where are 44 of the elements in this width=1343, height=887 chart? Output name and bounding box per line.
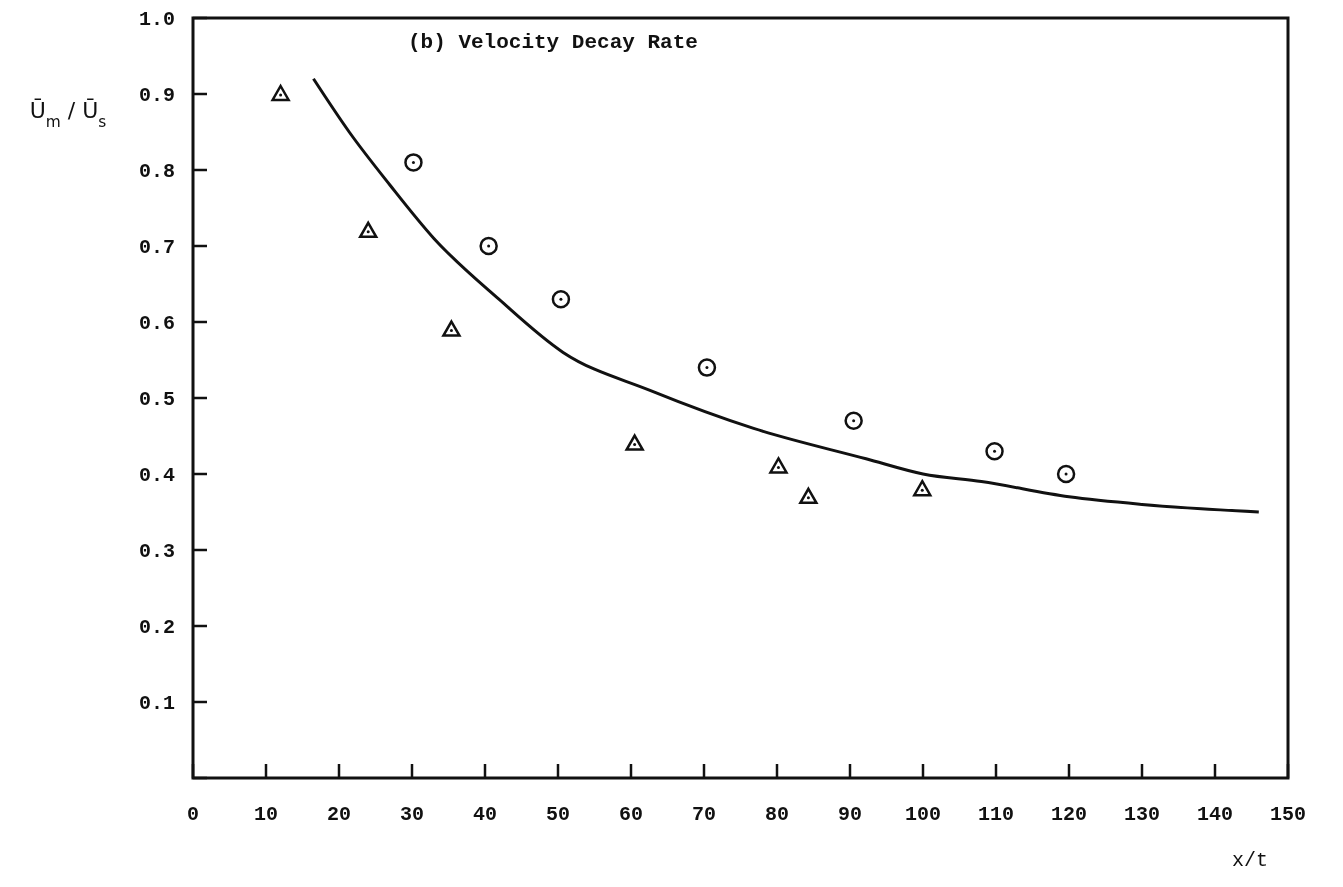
point [1056, 464, 1076, 484]
point [551, 289, 571, 309]
point [985, 441, 1004, 461]
point [844, 411, 863, 431]
x-tick-label: 110 [977, 803, 1015, 826]
x-tick-label: 0 [186, 803, 200, 826]
y-tick-label: 0.4 [138, 464, 175, 487]
y-tick-label: 0.9 [138, 84, 175, 107]
text: 1.0 [138, 8, 175, 31]
point [358, 221, 378, 239]
x-tick-label: 20 [326, 803, 352, 826]
point [442, 320, 461, 337]
y-tick-label: 0.6 [138, 312, 175, 335]
y-tick-label: 0.3 [138, 540, 175, 563]
x-tick-label: 130 [1123, 803, 1161, 826]
y-axis-title: Ū$_{m}$ / Ū$_{s}$ [29, 98, 107, 131]
x-tick-label: 80 [764, 803, 790, 826]
point [625, 434, 644, 451]
y-tick-label: 0.7 [138, 236, 175, 259]
text: (b) Velocity Decay Rate [408, 31, 698, 54]
x-tick-label: 90 [837, 803, 863, 826]
x-tick-label: 50 [545, 803, 571, 826]
point [799, 487, 818, 505]
x-tick-label: 120 [1050, 803, 1088, 826]
x-tick-label: 70 [691, 803, 717, 826]
x-axis-title: x/t [1231, 849, 1268, 872]
x-tick-label: 10 [253, 803, 279, 826]
x-tick-label: 40 [472, 803, 498, 826]
x-tick-label: 140 [1196, 803, 1234, 826]
x-tick-label: 100 [904, 803, 942, 826]
x-tick-label: 30 [399, 803, 425, 826]
x-tick-label: 60 [618, 803, 644, 826]
y-tick-label: 0.2 [138, 616, 175, 639]
x-tick-label: 150 [1269, 803, 1307, 826]
point [769, 457, 788, 474]
y-tick-label: 0.1 [138, 692, 175, 715]
point [479, 236, 498, 256]
y-tick-label: 0.8 [138, 160, 175, 183]
point [271, 84, 290, 102]
point [913, 479, 932, 497]
line-series [311, 77, 1261, 514]
y-tick-label: 0.5 [138, 388, 175, 411]
point [697, 358, 717, 377]
point [404, 153, 423, 172]
